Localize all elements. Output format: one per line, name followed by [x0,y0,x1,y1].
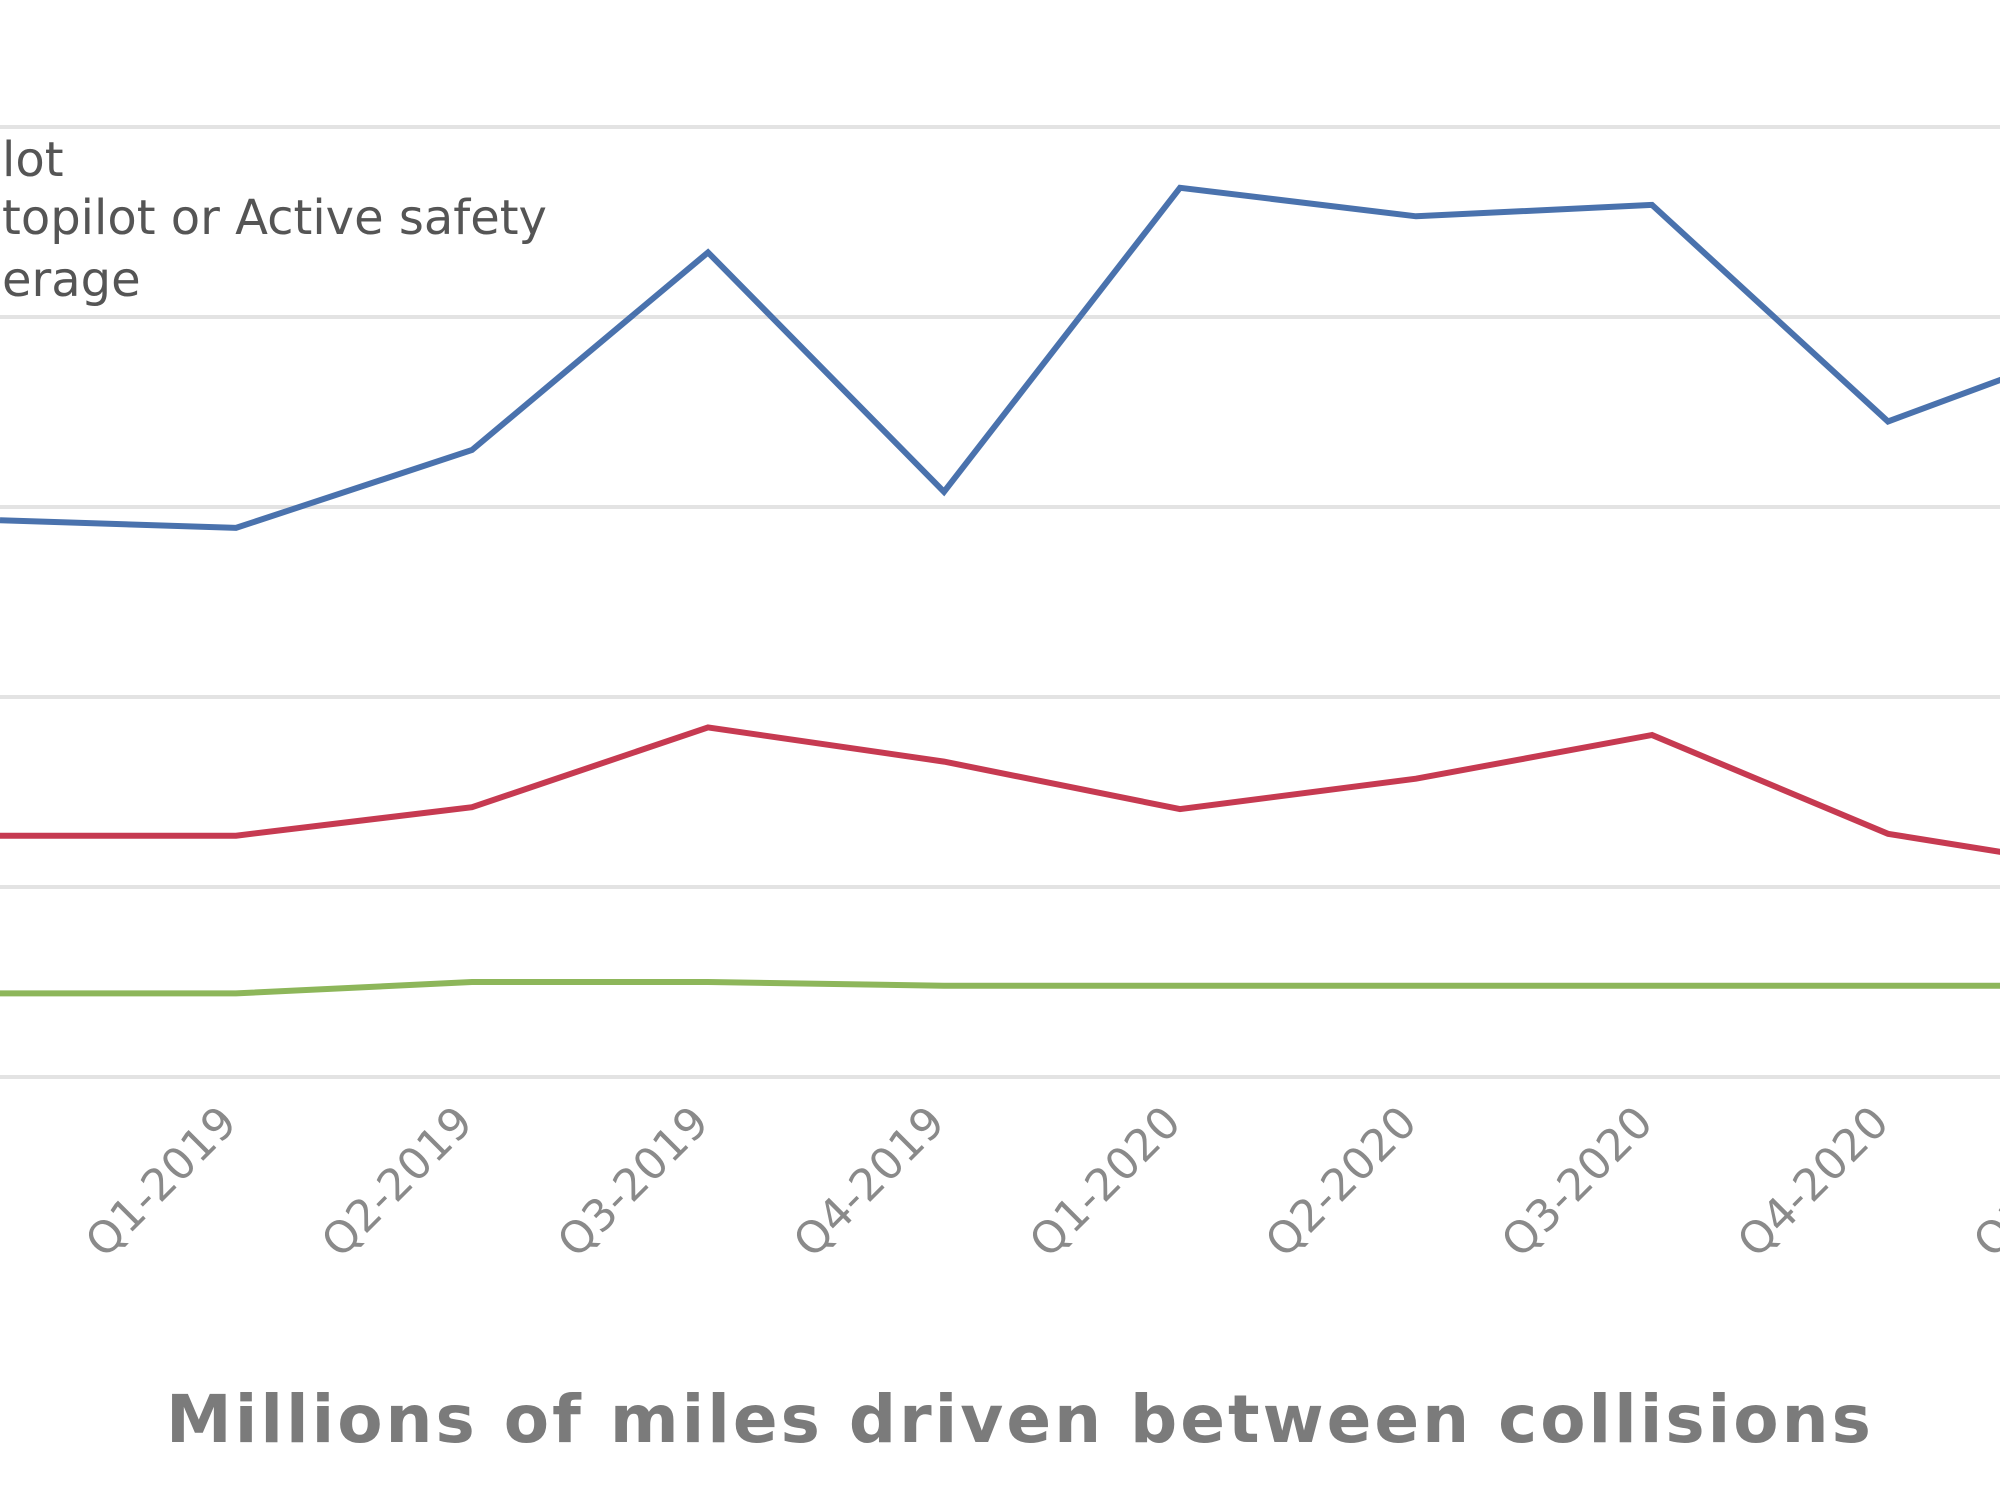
legend-entry-1: lot [2,132,64,188]
series-line-3 [0,979,2000,997]
x-tick-label: Q1-2021 [1964,1097,2000,1268]
x-tick-label: Q4-2018 [0,1097,11,1268]
x-tick-label: Q3-2019 [548,1097,719,1268]
x-tick-label: Q2-2019 [312,1097,483,1268]
x-axis-ticks: Q4-2018 Q1-2019 Q2-2019 Q3-2019 Q4-2019 Q1-20… [0,1097,2000,1268]
x-tick-label: Q4-2019 [784,1097,955,1268]
x-tick-label: Q2-2020 [1256,1097,1427,1268]
series-lines [0,184,2000,997]
gridlines [0,125,2000,1079]
series-line-2 [0,724,2000,855]
legend-entry-3: erage [2,252,141,308]
x-tick-label: Q1-2020 [1020,1097,1191,1268]
x-axis-title: Millions of miles driven between collisi… [166,1381,1874,1458]
series-line-1 [0,184,2000,531]
x-tick-label: Q1-2019 [76,1097,247,1268]
x-tick-label: Q3-2020 [1492,1097,1663,1268]
legend-entry-2: topilot or Active safety [2,190,547,246]
x-tick-label: Q4-2020 [1728,1097,1899,1268]
legend: lot topilot or Active safety erage [2,132,547,308]
